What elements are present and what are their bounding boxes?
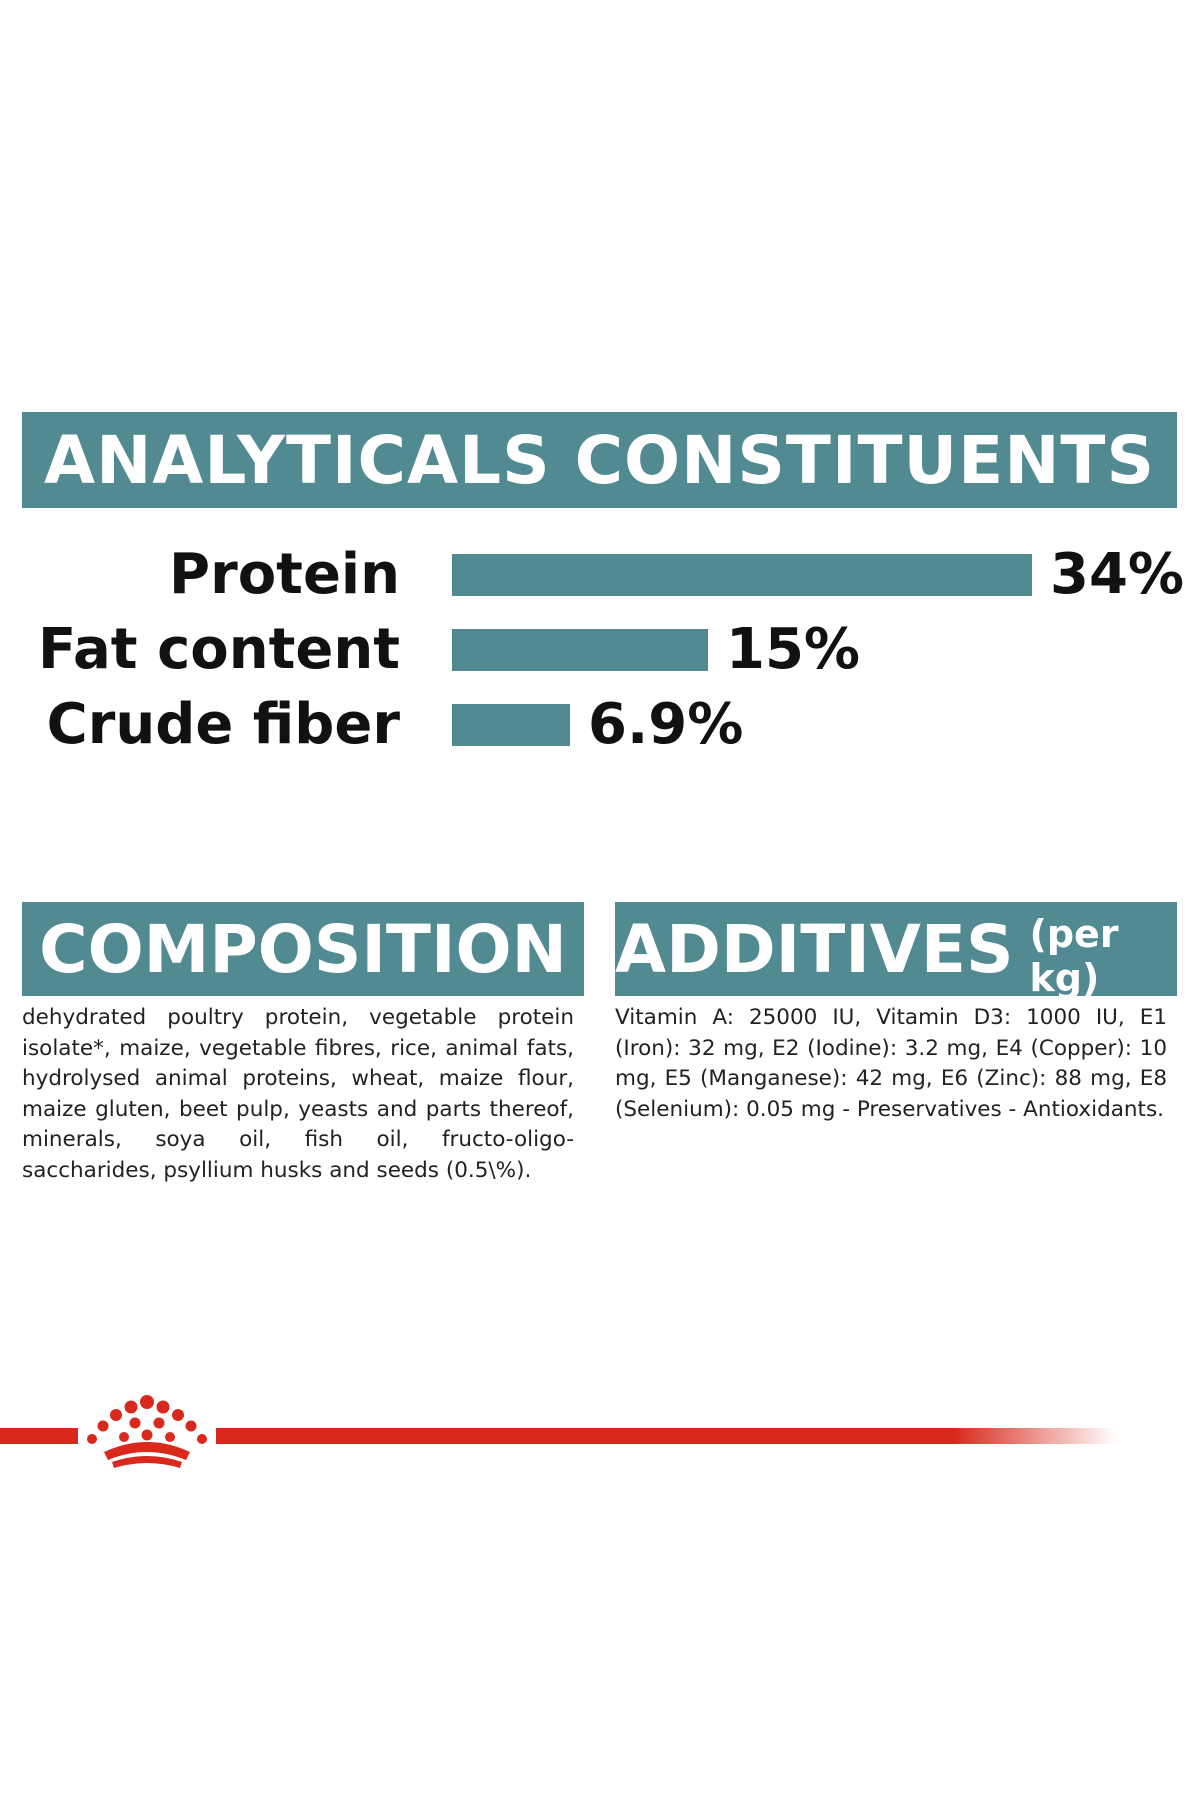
additives-text: Vitamin A: 25000 IU, Vitamin D3: 1000 IU… xyxy=(615,1005,1167,1122)
composition-text: dehydrated poultry protein, vegetable pr… xyxy=(22,1005,574,1183)
nutrient-label-protein: Protein xyxy=(169,542,400,607)
composition-title: COMPOSITION xyxy=(39,910,567,988)
brand-footer xyxy=(0,1395,1116,1468)
royal-crown-icon xyxy=(87,1395,207,1468)
brand-line-left xyxy=(0,1428,78,1444)
brand-line-right xyxy=(216,1428,1116,1444)
nutrient-label-fiber: Crude fiber xyxy=(46,692,400,757)
analyticals-title: ANALYTICALS CONSTITUENTS xyxy=(43,421,1155,499)
analyticals-banner: ANALYTICALS CONSTITUENTS xyxy=(22,412,1177,508)
nutrient-value-fiber: 6.9% xyxy=(588,692,744,757)
composition-banner: COMPOSITION xyxy=(22,902,584,996)
additives-banner: ADDITIVES (per kg) xyxy=(615,902,1177,1000)
additives-title-suffix: (per kg) xyxy=(1029,912,1119,1000)
nutrient-value-protein: 34% xyxy=(1050,542,1185,607)
nutrient-bar-protein xyxy=(452,554,1032,596)
nutrient-value-fat: 15% xyxy=(726,617,861,682)
additives-title: ADDITIVES xyxy=(615,910,1014,988)
nutrient-bar-fat xyxy=(452,629,708,671)
nutrient-label-fat: Fat content xyxy=(38,617,400,682)
nutrient-bar-fiber xyxy=(452,704,570,746)
